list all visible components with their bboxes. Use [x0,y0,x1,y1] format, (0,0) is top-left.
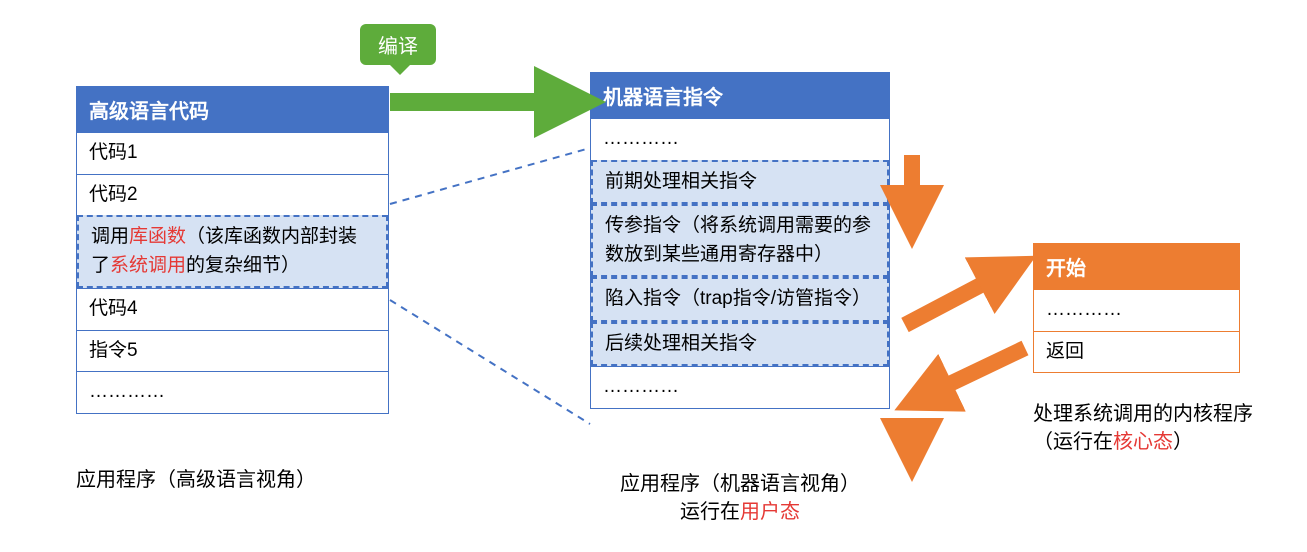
mid-panel-header: 机器语言指令 [591,73,889,118]
left-row-2-highlight: 调用库函数（该库函数内部封装了系统调用的复杂细节） [77,215,388,288]
cell-text: 代码4 [89,298,138,319]
mid-row-3: 陷入指令（trap指令/访管指令） [591,277,889,322]
dashed-top [390,148,590,204]
mid-row-2: 传参指令（将系统调用需要的参数放到某些通用寄存器中） [591,204,889,277]
cell-text: 传参指令（将系统调用需要的参数放到某些通用寄存器中） [605,215,871,265]
mid-panel-caption: 应用程序（机器语言视角）运行在用户态 [560,470,920,526]
right-panel: 开始 ………… 返回 [1033,243,1240,373]
left-panel: 高级语言代码 代码1 代码2 调用库函数（该库函数内部封装了系统调用的复杂细节）… [76,86,389,414]
mid-row-1: 前期处理相关指令 [591,160,889,205]
mid-row-4: 后续处理相关指令 [591,322,889,367]
cell-text: 代码2 [89,184,138,205]
cell-text: 代码1 [89,142,138,163]
left-panel-header-text: 高级语言代码 [89,101,209,123]
left-row-1: 代码2 [77,174,388,216]
right-panel-header-text: 开始 [1046,258,1086,280]
right-row-0: ………… [1034,289,1239,331]
cell-text: ………… [603,376,679,397]
arrow-orange-from-kernel [916,348,1025,400]
cell-text: ………… [89,381,165,402]
left-row-5: ………… [77,371,388,413]
mid-panel-header-text: 机器语言指令 [603,87,723,109]
caption-text: 应用程序（高级语言视角） [76,469,316,491]
caption-text: 应用程序（机器语言视角）运行在用户态 [620,473,860,523]
caption-text: 处理系统调用的内核程序（运行在核心态） [1033,403,1253,453]
cell-text: ………… [1046,299,1122,320]
dashed-bottom [390,300,590,424]
left-row-4: 指令5 [77,330,388,372]
left-row-0: 代码1 [77,132,388,174]
arrow-orange-to-kernel [905,267,1015,325]
compile-label-text: 编译 [378,36,418,58]
cell-text: ………… [603,128,679,149]
mid-row-0: ………… [591,118,889,160]
cell-text: 调用库函数（该库函数内部封装了系统调用的复杂细节） [91,226,357,276]
right-panel-caption: 处理系统调用的内核程序（运行在核心态） [1033,400,1253,456]
cell-text: 返回 [1046,341,1084,362]
mid-panel: 机器语言指令 ………… 前期处理相关指令 传参指令（将系统调用需要的参数放到某些… [590,72,890,409]
compile-label: 编译 [360,24,436,65]
right-panel-header: 开始 [1034,244,1239,289]
right-row-1: 返回 [1034,331,1239,373]
cell-text: 陷入指令（trap指令/访管指令） [605,288,871,309]
cell-text: 指令5 [89,340,138,361]
left-panel-caption: 应用程序（高级语言视角） [76,466,316,494]
left-panel-header: 高级语言代码 [77,87,388,132]
cell-text: 前期处理相关指令 [605,171,757,192]
cell-text: 后续处理相关指令 [605,333,757,354]
left-row-3: 代码4 [77,288,388,330]
mid-row-5: ………… [591,366,889,408]
diagram-container: 编译 高级语言代码 代码1 代码2 调用库函数（该库函数内部封装了系统调用的复杂… [0,0,1307,552]
